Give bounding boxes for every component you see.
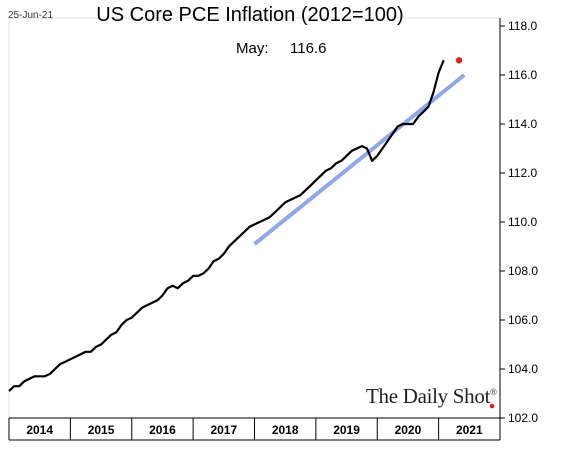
registered-mark: ® <box>490 387 497 397</box>
watermark-dot <box>489 403 495 409</box>
y-tick-label: 114.0 <box>508 117 537 131</box>
y-tick-label: 118.0 <box>508 19 537 33</box>
x-tick-label: 2015 <box>88 423 115 437</box>
axes <box>8 17 501 441</box>
y-tick-label: 116.0 <box>508 68 537 82</box>
y-tick-label: 104.0 <box>508 362 538 376</box>
plot-frame <box>8 17 501 419</box>
x-tick-label: 2014 <box>26 423 53 437</box>
latest-label: May: <box>236 40 269 57</box>
x-tick-label: 2020 <box>395 423 422 437</box>
x-tick-label: 2019 <box>333 423 360 437</box>
pce-index-line <box>8 59 445 392</box>
y-tick-label: 106.0 <box>508 313 538 327</box>
trend-line <box>253 73 466 246</box>
y-tick-label: 112.0 <box>508 166 537 180</box>
y-axis: 102.0 104.0 106.0 108.0 110.0 112.0 114.0 116.0… <box>500 19 538 425</box>
x-axis: 2014 2015 2016 2017 2018 2019 2020 2021 <box>8 418 501 440</box>
watermark-logo: The Daily Shot® <box>366 384 497 409</box>
x-tick-label: 2017 <box>210 423 237 437</box>
x-tick-label: 2016 <box>149 423 176 437</box>
date-stamp: 25-Jun-21 <box>8 10 54 21</box>
y-tick-label: 110.0 <box>508 215 537 229</box>
chart-title: US Core PCE Inflation (2012=100) <box>96 4 404 26</box>
latest-value: 116.6 <box>290 40 327 57</box>
x-tick-label: 2021 <box>456 423 483 437</box>
watermark-text: The Daily Shot <box>366 384 491 408</box>
y-tick-label: 108.0 <box>508 264 538 278</box>
x-tick-label: 2018 <box>272 423 299 437</box>
y-tick-label: 102.0 <box>508 411 538 425</box>
latest-point-marker <box>455 57 463 64</box>
series-layer <box>8 57 495 409</box>
